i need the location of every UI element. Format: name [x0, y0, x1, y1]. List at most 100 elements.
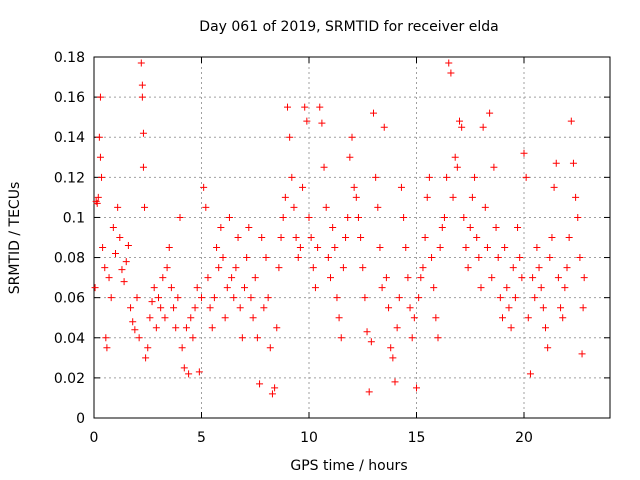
data-point: [159, 274, 167, 282]
data-point: [327, 274, 334, 282]
data-point: [475, 254, 483, 262]
data-point: [404, 274, 412, 282]
data-point: [122, 258, 130, 266]
data-point: [288, 173, 296, 181]
data-point: [135, 334, 143, 342]
data-point: [195, 368, 203, 376]
data-point: [471, 173, 479, 181]
data-point: [329, 223, 337, 231]
data-point: [271, 384, 279, 392]
data-point: [533, 244, 541, 252]
data-point: [520, 149, 528, 157]
data-point: [451, 153, 459, 161]
data-point: [514, 223, 522, 231]
data-point: [185, 370, 193, 378]
data-point: [202, 203, 210, 211]
data-point: [397, 183, 405, 191]
data-point: [477, 284, 485, 292]
data-point: [531, 294, 539, 302]
data-point: [417, 274, 425, 282]
data-point: [152, 324, 160, 332]
data-point: [163, 264, 171, 272]
data-point: [141, 203, 149, 211]
data-point: [348, 133, 356, 141]
data-point: [213, 244, 221, 252]
data-point: [305, 213, 313, 221]
chart-title: Day 061 of 2019, SRMTID for receiver eld…: [199, 19, 498, 35]
data-point: [423, 193, 431, 201]
data-point: [466, 223, 474, 231]
data-point: [241, 284, 248, 292]
data-point: [286, 133, 294, 141]
y-tick-label: 0.08: [54, 251, 85, 267]
data-point: [322, 203, 330, 211]
data-point: [98, 173, 106, 181]
data-point: [578, 350, 586, 358]
data-point: [462, 244, 470, 252]
data-point: [486, 109, 494, 117]
y-tick-label: 0.1: [63, 210, 85, 226]
data-point: [292, 234, 300, 241]
data-point: [256, 380, 264, 388]
data-point: [546, 254, 554, 262]
data-point: [456, 117, 463, 125]
data-point: [105, 274, 113, 282]
data-point: [505, 304, 513, 312]
data-point: [103, 344, 111, 352]
data-point: [133, 294, 141, 302]
data-point: [382, 274, 390, 282]
x-axis-label: GPS time / hours: [290, 458, 407, 474]
data-point: [316, 103, 324, 111]
data-point: [148, 298, 156, 306]
data-point: [225, 213, 233, 221]
data-point: [172, 324, 180, 332]
data-point: [580, 274, 588, 282]
data-point: [324, 254, 332, 262]
data-point: [344, 213, 352, 221]
data-point: [131, 326, 139, 334]
data-point: [331, 244, 339, 252]
data-point: [253, 334, 261, 342]
data-point: [365, 388, 373, 396]
data-point: [150, 284, 158, 292]
data-point: [335, 314, 343, 322]
data-point: [116, 234, 124, 241]
data-point: [247, 294, 255, 302]
data-point: [535, 264, 543, 272]
data-point: [559, 314, 567, 322]
data-point: [522, 173, 530, 181]
data-point: [567, 117, 575, 125]
data-points: [91, 59, 588, 398]
data-point: [221, 314, 229, 322]
data-point: [198, 294, 205, 302]
x-tick-label: 5: [197, 430, 206, 446]
data-point: [393, 324, 401, 332]
data-point: [290, 203, 298, 211]
data-point: [187, 314, 195, 322]
data-point: [419, 264, 427, 272]
data-point: [208, 324, 216, 332]
data-point: [266, 344, 274, 352]
data-point: [129, 318, 137, 326]
data-point: [245, 223, 253, 231]
data-point: [370, 109, 377, 117]
data-point: [146, 314, 154, 322]
data-point: [410, 314, 418, 322]
data-point: [303, 117, 311, 125]
data-point: [277, 234, 285, 241]
y-tick-label: 0.14: [54, 130, 85, 146]
data-point: [554, 274, 562, 282]
data-point: [579, 304, 587, 312]
data-point: [301, 103, 309, 111]
data-point: [236, 304, 244, 312]
data-point: [468, 193, 476, 201]
data-point: [109, 223, 117, 231]
data-point: [501, 244, 509, 252]
data-point: [339, 264, 347, 272]
data-point: [275, 264, 283, 272]
data-point: [490, 163, 498, 171]
data-point: [223, 284, 231, 292]
data-point: [526, 370, 534, 378]
data-point: [157, 304, 165, 312]
y-tick-label: 0.02: [54, 371, 85, 387]
